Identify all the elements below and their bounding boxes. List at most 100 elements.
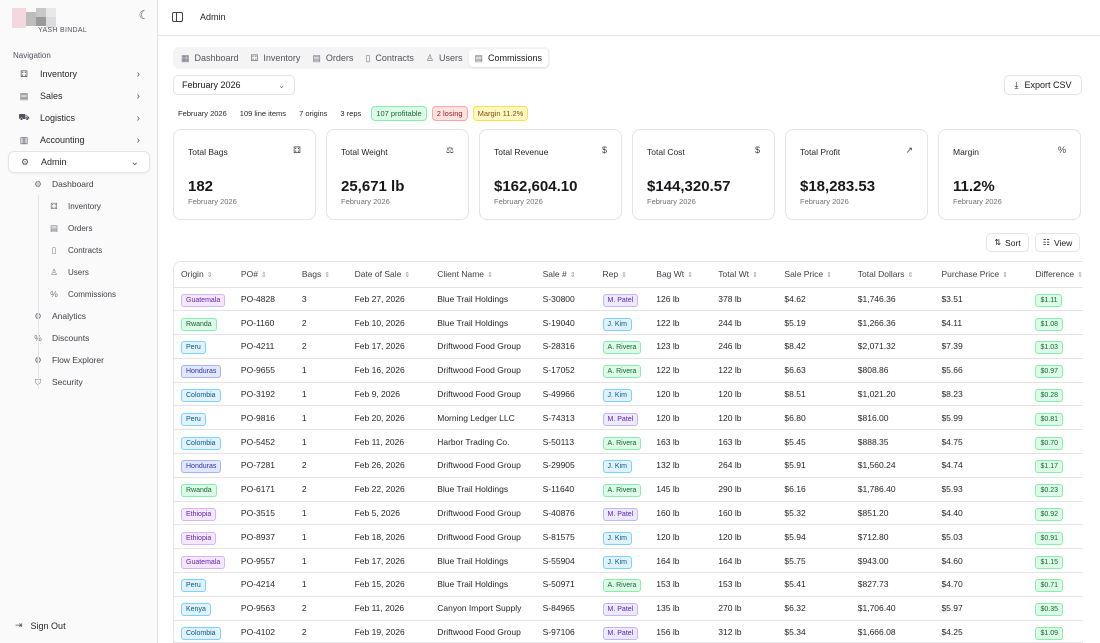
cell-difference: $0.92 (1028, 501, 1083, 526)
cell-total-wt: 290 lb (711, 477, 778, 502)
difference-badge: $0.23 (1035, 484, 1064, 498)
cell-bag-wt: 164 lb (649, 548, 712, 574)
cell-total-wt: 246 lb (711, 334, 778, 359)
moon-icon[interactable]: ☾ (138, 8, 150, 22)
column-header-difference[interactable]: Difference ⇕ (1028, 262, 1083, 288)
sidebar-subitem-analytics[interactable]: ⚙Analytics (8, 305, 150, 327)
sidebar-item-sales[interactable]: ▤ Sales › (8, 85, 150, 107)
table-row[interactable]: Peru PO-4211 2 Feb 17, 2026 Driftwood Food G… (174, 334, 1083, 359)
table-row[interactable]: Guatemala PO-9557 1 Feb 17, 2026 Blue Trail … (174, 548, 1083, 574)
sort-arrows-icon[interactable]: ⇕ (826, 272, 833, 280)
cell-total-dollars: $1,786.40 (850, 477, 935, 502)
export-csv-button[interactable]: ⤓ Export CSV (1004, 75, 1082, 95)
table-row[interactable]: Honduras PO-7281 2 Feb 26, 2026 Driftwood Fo… (174, 453, 1083, 478)
brand[interactable]: YASH BINDAL (12, 8, 147, 38)
table-row[interactable]: Colombia PO-3192 1 Feb 9, 2026 Driftwood Foo… (174, 382, 1083, 407)
sort-arrows-icon[interactable]: ⇕ (260, 272, 267, 280)
sort-arrows-icon[interactable]: ⇕ (206, 272, 213, 280)
cell-difference: $0.81 (1028, 405, 1083, 431)
column-header-origin[interactable]: Origin ⇕ (174, 262, 234, 288)
table-row[interactable]: Colombia PO-4102 2 Feb 19, 2026 Driftwood Fo… (174, 620, 1083, 642)
difference-badge: $1.09 (1035, 627, 1064, 641)
cell-po: PO-1160 (233, 310, 295, 336)
tab-inventory[interactable]: ⚃ Inventory (245, 49, 307, 67)
table-row[interactable]: Kenya PO-9563 2 Feb 11, 2026 Canyon Import S… (174, 596, 1083, 621)
table-row[interactable]: Guatemala PO-4828 3 Feb 27, 2026 Blue Trail … (174, 287, 1083, 312)
sort-arrows-icon[interactable]: ⇕ (751, 272, 758, 280)
tab-dashboard[interactable]: ▦ Dashboard (175, 49, 245, 67)
column-header-bags[interactable]: Bags ⇕ (294, 262, 348, 288)
cell-rep: M. Patel (595, 287, 650, 312)
sidebar-subitem-commissions[interactable]: % Commissions (8, 283, 150, 305)
sidebar-subitem-dashboard[interactable]: ⚙ Dashboard (8, 173, 150, 195)
view-button[interactable]: ☷ View (1035, 233, 1080, 252)
cell-total-dollars: $1,746.36 (850, 287, 935, 312)
cell-date-of-sale: Feb 9, 2026 (347, 382, 431, 407)
sort-arrows-icon[interactable]: ⇕ (487, 272, 493, 280)
sort-arrows-icon[interactable]: ⇕ (1077, 272, 1083, 280)
tab-commissions[interactable]: ▤ Commissions (468, 49, 549, 67)
sidebar-item-accounting[interactable]: ▥ Accounting › (8, 129, 150, 151)
tab-orders[interactable]: ▤ Orders (306, 49, 359, 67)
sort-arrows-icon[interactable]: ⇕ (907, 272, 914, 280)
sign-out-button[interactable]: ⇥ Sign Out (15, 620, 66, 631)
sort-arrows-icon[interactable]: ⇕ (324, 272, 331, 280)
column-header-po[interactable]: PO# ⇕ (233, 262, 295, 288)
tab-contracts[interactable]: ▯ Contracts (359, 49, 419, 67)
sidebar-toggle-icon[interactable] (172, 12, 183, 22)
cell-total-dollars: $827.73 (850, 572, 935, 597)
sidebar-subitem-users[interactable]: ♙ Users (8, 261, 150, 283)
table-row[interactable]: Ethiopia PO-8937 1 Feb 18, 2026 Driftwood Fo… (174, 524, 1083, 550)
sidebar-subitem-inventory[interactable]: ⚃ Inventory (8, 195, 150, 217)
origin-badge: Colombia (181, 627, 221, 641)
cell-total-dollars: $1,666.08 (850, 620, 935, 642)
sidebar-item-admin[interactable]: ⚙ Admin ⌄ (8, 151, 150, 173)
column-header-purchase-price[interactable]: Purchase Price ⇕ (934, 262, 1029, 288)
cell-purchase-price: $8.23 (934, 382, 1029, 407)
column-header-total-dollars[interactable]: Total Dollars ⇕ (850, 262, 935, 288)
sort-arrows-icon[interactable]: ⇕ (687, 272, 694, 280)
table-row[interactable]: Honduras PO-9655 1 Feb 16, 2026 Driftwood Fo… (174, 358, 1083, 383)
difference-badge: $1.17 (1035, 460, 1064, 474)
sort-arrows-icon[interactable]: ⇕ (621, 272, 628, 280)
table-row[interactable]: Peru PO-4214 1 Feb 15, 2026 Blue Trail Holdi… (174, 572, 1083, 597)
sidebar-subitem-contracts[interactable]: ▯ Contracts (8, 239, 150, 261)
cell-bag-wt: 135 lb (649, 596, 712, 621)
column-header-total-wt[interactable]: Total Wt ⇕ (711, 262, 778, 288)
column-header-bag-wt[interactable]: Bag Wt ⇕ (649, 262, 712, 288)
sidebar-subitem-discounts[interactable]: %Discounts (8, 327, 150, 349)
column-header-client-name[interactable]: Client Name ⇕ (430, 262, 536, 288)
column-header-sale[interactable]: Sale # ⇕ (535, 262, 596, 288)
cell-date-of-sale: Feb 17, 2026 (347, 334, 431, 359)
table-row[interactable]: Peru PO-9816 1 Feb 20, 2026 Morning Ledger L… (174, 405, 1083, 431)
sidebar-item-logistics[interactable]: ⛟ Logistics › (8, 107, 150, 129)
sort-arrows-icon[interactable]: ⇕ (404, 272, 411, 280)
sort-arrows-icon[interactable]: ⇕ (1002, 272, 1008, 280)
table-row[interactable]: Ethiopia PO-3515 1 Feb 5, 2026 Driftwood Foo… (174, 501, 1083, 526)
cell-total-dollars: $1,706.40 (850, 596, 935, 621)
cell-origin: Colombia (174, 429, 234, 455)
cell-difference: $0.28 (1028, 382, 1083, 407)
table-row[interactable]: Rwanda PO-6171 2 Feb 22, 2026 Blue Trail Hol… (174, 477, 1083, 502)
table-row[interactable]: Rwanda PO-1160 2 Feb 10, 2026 Blue Trail Hol… (174, 310, 1083, 336)
cell-origin: Ethiopia (174, 524, 234, 550)
cell-sale-price: $5.45 (777, 429, 851, 455)
column-header-rep[interactable]: Rep ⇕ (595, 262, 650, 288)
rep-badge: A. Rivera (602, 365, 642, 379)
sidebar-item-inventory[interactable]: ⚃ Inventory › (8, 63, 150, 85)
month-select[interactable]: February 2026 ⌄ (173, 75, 295, 95)
cell-difference: $1.15 (1028, 548, 1083, 574)
table-row[interactable]: Colombia PO-5452 1 Feb 11, 2026 Harbor Tradi… (174, 429, 1083, 455)
sort-button[interactable]: ⇅ Sort (986, 233, 1029, 252)
sidebar-subitem-flow-explorer[interactable]: ⚙Flow Explorer (8, 349, 150, 371)
tab-users[interactable]: ♙ Users (420, 49, 469, 67)
cell-difference: $0.23 (1028, 477, 1083, 502)
column-header-sale-price[interactable]: Sale Price ⇕ (777, 262, 851, 288)
sidebar-subitem-security[interactable]: ⛉ Security (8, 371, 150, 393)
column-header-date-of-sale[interactable]: Date of Sale ⇕ (347, 262, 431, 288)
sidebar-subitem-orders[interactable]: ▤ Orders (8, 217, 150, 239)
stat-card-label: Total Bags (188, 147, 228, 157)
sort-arrows-icon[interactable]: ⇕ (569, 272, 576, 280)
cell-date-of-sale: Feb 22, 2026 (347, 477, 431, 502)
boxes-icon: ⚃ (50, 200, 58, 211)
